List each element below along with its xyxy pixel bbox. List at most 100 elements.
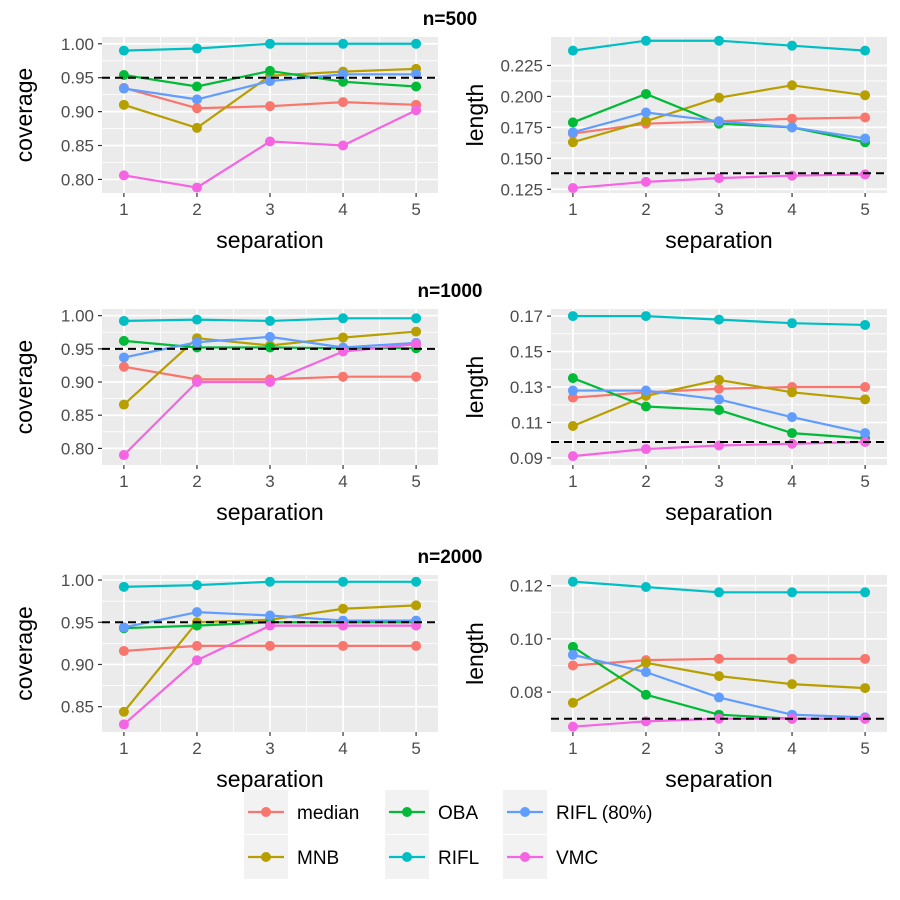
x-tick-label: 3 bbox=[265, 739, 274, 758]
data-point bbox=[860, 112, 871, 123]
x-tick-label: 2 bbox=[192, 200, 201, 219]
legend-label: RIFL (80%) bbox=[556, 803, 652, 824]
x-tick-label: 3 bbox=[265, 472, 274, 491]
data-point bbox=[860, 653, 871, 664]
data-point bbox=[191, 337, 202, 348]
x-tick-label: 2 bbox=[641, 739, 650, 758]
data-point bbox=[714, 35, 724, 46]
legend-label: VMC bbox=[556, 848, 598, 869]
data-point bbox=[265, 315, 275, 326]
legend-label: OBA bbox=[438, 803, 478, 824]
data-point bbox=[640, 311, 651, 322]
y-tick-label: 1.00 bbox=[61, 307, 94, 326]
data-point bbox=[567, 649, 578, 660]
legend-key-point bbox=[402, 852, 412, 862]
x-axis-title: separation bbox=[216, 227, 323, 253]
x-tick-label: 4 bbox=[787, 200, 796, 219]
data-point bbox=[265, 342, 275, 353]
x-tick-label: 5 bbox=[411, 472, 420, 491]
x-tick-label: 4 bbox=[338, 200, 347, 219]
data-point bbox=[787, 40, 798, 51]
data-point bbox=[860, 683, 871, 694]
data-point bbox=[411, 371, 422, 382]
data-point bbox=[191, 103, 202, 114]
data-point bbox=[191, 314, 202, 325]
y-tick-label: 0.80 bbox=[61, 170, 94, 189]
data-point bbox=[191, 655, 202, 666]
data-point bbox=[714, 314, 724, 325]
data-point bbox=[640, 689, 651, 700]
data-point bbox=[338, 332, 349, 343]
data-point bbox=[338, 603, 349, 614]
x-axis-title: separation bbox=[665, 766, 772, 792]
data-point bbox=[860, 45, 871, 56]
panel-2-1: 0.08 0.10 0.12 1 2 3 4 5 separation length bbox=[462, 575, 887, 792]
legend-key-point bbox=[402, 807, 412, 817]
data-point bbox=[118, 706, 129, 717]
data-point bbox=[567, 385, 578, 396]
data-point bbox=[640, 176, 651, 187]
data-point bbox=[265, 65, 275, 76]
data-point bbox=[714, 692, 724, 703]
data-point bbox=[567, 421, 578, 431]
y-tick-label: 0.13 bbox=[510, 378, 543, 397]
y-tick-label: 0.85 bbox=[61, 137, 94, 156]
data-point bbox=[118, 99, 129, 110]
data-point bbox=[640, 385, 651, 396]
y-tick-label: 0.90 bbox=[61, 103, 94, 122]
data-point bbox=[640, 35, 651, 46]
x-tick-label: 2 bbox=[192, 472, 201, 491]
y-tick-label: 0.08 bbox=[510, 683, 543, 702]
data-point bbox=[118, 361, 129, 372]
y-tick-label: 0.95 bbox=[61, 340, 94, 359]
x-tick-label: 5 bbox=[860, 739, 869, 758]
data-point bbox=[118, 719, 129, 730]
x-tick-label: 5 bbox=[411, 200, 420, 219]
legend-key-point bbox=[261, 807, 271, 817]
data-point bbox=[191, 580, 202, 591]
data-point bbox=[411, 640, 422, 651]
y-tick-label: 0.85 bbox=[61, 406, 94, 425]
y-tick-label: 0.90 bbox=[61, 655, 94, 674]
data-point bbox=[567, 660, 578, 671]
x-axis-title: separation bbox=[216, 766, 323, 792]
data-point bbox=[411, 38, 422, 49]
data-point bbox=[411, 81, 422, 92]
panel-0-1: 0.125 0.150 0.175 0.200 0.225 1 2 3 4 5 separation… bbox=[462, 35, 887, 253]
data-point bbox=[338, 313, 349, 324]
data-point bbox=[567, 127, 578, 138]
y-tick-label: 0.11 bbox=[511, 413, 543, 432]
data-point bbox=[567, 641, 578, 652]
data-point bbox=[567, 117, 578, 128]
x-tick-label: 3 bbox=[265, 200, 274, 219]
data-point bbox=[411, 339, 422, 350]
data-point bbox=[411, 576, 422, 587]
data-point bbox=[714, 671, 724, 682]
data-point bbox=[787, 587, 798, 598]
facet-title-2: n=2000 bbox=[418, 547, 483, 568]
data-point bbox=[118, 399, 129, 410]
data-point bbox=[191, 81, 202, 92]
data-point bbox=[338, 371, 349, 382]
y-tick-label: 0.85 bbox=[61, 698, 94, 717]
y-tick-label: 0.200 bbox=[500, 87, 543, 106]
data-point bbox=[640, 107, 651, 118]
data-point bbox=[640, 667, 651, 678]
y-tick-label: 0.90 bbox=[61, 373, 94, 392]
x-tick-label: 1 bbox=[119, 739, 128, 758]
y-tick-label: 0.15 bbox=[510, 343, 543, 362]
data-point bbox=[714, 116, 724, 127]
x-tick-label: 3 bbox=[714, 472, 723, 491]
data-point bbox=[714, 405, 724, 416]
data-point bbox=[714, 374, 724, 385]
legend-key-point bbox=[520, 852, 530, 862]
legend: median MNB OBA RIFL RIFL (80%) VMC bbox=[244, 790, 652, 879]
y-axis-title: length bbox=[462, 622, 488, 685]
data-point bbox=[265, 136, 275, 147]
data-point bbox=[787, 387, 798, 398]
data-point bbox=[265, 640, 275, 651]
data-point bbox=[787, 438, 798, 449]
data-point bbox=[191, 182, 202, 193]
data-point bbox=[860, 382, 871, 392]
data-point bbox=[191, 640, 202, 651]
